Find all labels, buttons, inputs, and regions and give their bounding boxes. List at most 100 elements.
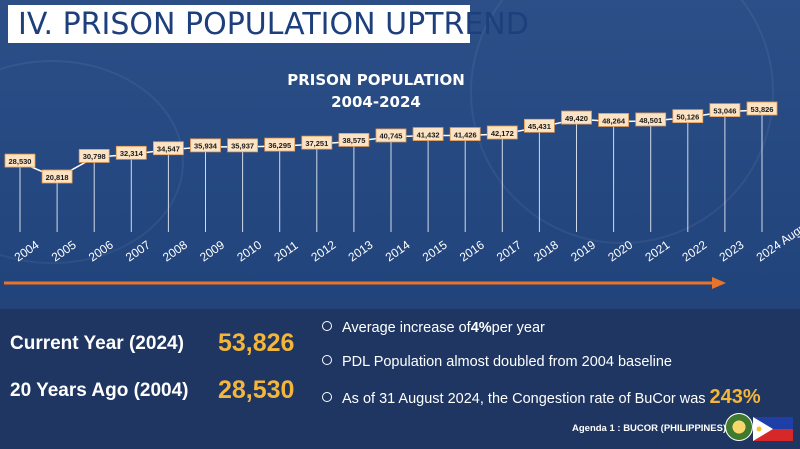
- data-label: 53,826: [746, 101, 778, 116]
- x-tick-label: 2013: [346, 237, 376, 264]
- data-label-box: [78, 149, 110, 163]
- data-label-text: 20,818: [46, 173, 69, 182]
- x-tick-label: 2004: [12, 237, 42, 264]
- data-label: 30,798: [78, 149, 110, 163]
- data-label-box: [449, 127, 481, 141]
- data-label: 35,934: [190, 138, 221, 153]
- x-tick-label: 2014: [383, 237, 413, 264]
- data-label-text: 48,264: [602, 116, 626, 125]
- x-tick-label: 2010: [234, 237, 264, 264]
- data-label-text: 42,172: [491, 129, 514, 138]
- x-tick-label: 2022: [679, 237, 709, 264]
- data-label-text: 28,530: [9, 157, 32, 166]
- data-label: 42,172: [486, 125, 518, 140]
- summary-panel: Current Year (2024) 53,826 20 Years Ago …: [0, 309, 800, 449]
- chart-subtitle: 2004-2024: [331, 93, 421, 111]
- bullet-text-end: per year: [491, 320, 545, 336]
- bullet-icon: [322, 355, 332, 365]
- x-tick-label: 2020: [605, 237, 635, 264]
- data-label-text: 37,251: [305, 139, 328, 148]
- bullet-bold: 4%: [470, 320, 492, 336]
- data-label: 37,251: [301, 135, 333, 150]
- data-label-text: 49,420: [565, 114, 588, 123]
- data-label-box: [375, 128, 407, 143]
- x-tick-label: 2019: [568, 237, 598, 264]
- x-tick-label: 2018: [531, 237, 561, 264]
- data-labels: 28,530 20,818 30,798 32,314 34,547 35,934 35,9…: [4, 101, 778, 184]
- data-label-text: 30,798: [83, 152, 106, 161]
- data-label: 41,432: [412, 127, 444, 141]
- data-label: 48,264: [598, 113, 629, 127]
- data-label: 48,501: [635, 112, 667, 127]
- data-label-box: [486, 125, 518, 140]
- data-label-box: [190, 138, 221, 153]
- data-label-text: 53,826: [751, 105, 774, 114]
- data-label: 20,818: [41, 169, 73, 184]
- bullet-text: As of 31 August 2024, the Congestion rat…: [342, 391, 706, 407]
- current-year-value: 53,826: [218, 329, 295, 357]
- data-label-text: 36,295: [268, 141, 291, 150]
- x-tick-label: 2021: [642, 237, 672, 264]
- data-label: 34,547: [152, 141, 184, 156]
- data-label-text: 41,432: [417, 130, 440, 139]
- data-label-box: [672, 109, 704, 124]
- data-label-box: [598, 113, 629, 127]
- timeline-arrow: [4, 277, 726, 289]
- data-label-text: 48,501: [639, 116, 662, 125]
- data-label-box: [41, 169, 73, 184]
- data-label-box: [412, 127, 444, 141]
- bullet-text: Average increase of: [342, 320, 471, 336]
- x-tick-label: 2016: [457, 237, 487, 264]
- past-year-value: 28,530: [218, 376, 295, 404]
- footer-agenda: Agenda 1 : BUCOR (PHILIPPINES): [572, 423, 727, 434]
- past-year-label: 20 Years Ago (2004): [10, 380, 189, 401]
- data-label-box: [746, 101, 778, 116]
- data-label-box: [152, 141, 184, 156]
- bullet-average-increase: Average increase of 4% per year: [322, 320, 545, 336]
- x-tick-label: 2015: [420, 237, 450, 264]
- page-title: IV. PRISON POPULATION UPTREND: [18, 6, 529, 42]
- data-label-text: 35,937: [231, 142, 254, 151]
- data-label: 32,314: [115, 145, 147, 160]
- data-label-box: [561, 110, 592, 125]
- data-label-text: 32,314: [120, 149, 144, 158]
- population-chart: PRISON POPULATION 2004-2024 28,530 20,818…: [4, 71, 800, 289]
- data-label-text: 45,431: [528, 122, 551, 131]
- data-label: 35,937: [227, 138, 259, 153]
- data-label: 38,575: [338, 133, 370, 147]
- x-tick-label: 2024 August: [754, 214, 800, 264]
- x-axis-labels: 2004 2005 2006 2007 2008 2009 2010 2011 2012 2013…: [12, 214, 800, 264]
- congestion-rate-value: 243%: [709, 386, 761, 408]
- data-label: 45,431: [524, 118, 555, 133]
- data-label: 36,295: [264, 137, 296, 152]
- data-label-box: [635, 112, 667, 127]
- x-tick-label: 2023: [717, 237, 747, 264]
- data-label-box: [115, 145, 147, 160]
- data-label-box: [338, 133, 370, 147]
- x-tick-label: 2011: [271, 238, 300, 264]
- bullet-doubled: PDL Population almost doubled from 2004 …: [322, 354, 672, 370]
- bullet-congestion: As of 31 August 2024, the Congestion rat…: [322, 386, 761, 409]
- title-bar: IV. PRISON POPULATION UPTREND: [8, 5, 529, 43]
- x-tick-label: 2007: [123, 237, 153, 264]
- data-label-text: 41,426: [454, 130, 477, 139]
- x-tick-label: 2017: [494, 237, 524, 264]
- data-label: 28,530: [4, 153, 36, 168]
- data-label: 50,126: [672, 109, 704, 124]
- data-label-box: [4, 153, 36, 168]
- data-label: 53,046: [709, 103, 741, 118]
- data-label-box: [524, 118, 555, 133]
- philippine-flag-icon: [753, 417, 793, 441]
- x-tick-label: 2012: [308, 237, 338, 264]
- drop-lines: [19, 110, 763, 232]
- data-label: 49,420: [561, 110, 592, 125]
- x-tick-label: 2009: [197, 237, 227, 264]
- data-label: 40,745: [375, 128, 407, 143]
- x-tick-label: 2006: [86, 237, 116, 264]
- data-label-text: 53,046: [713, 106, 736, 115]
- data-label-text: 34,547: [157, 145, 180, 154]
- chart-title: PRISON POPULATION: [287, 71, 465, 89]
- x-tick-label: 2008: [160, 237, 190, 264]
- data-label-text: 40,745: [380, 132, 403, 141]
